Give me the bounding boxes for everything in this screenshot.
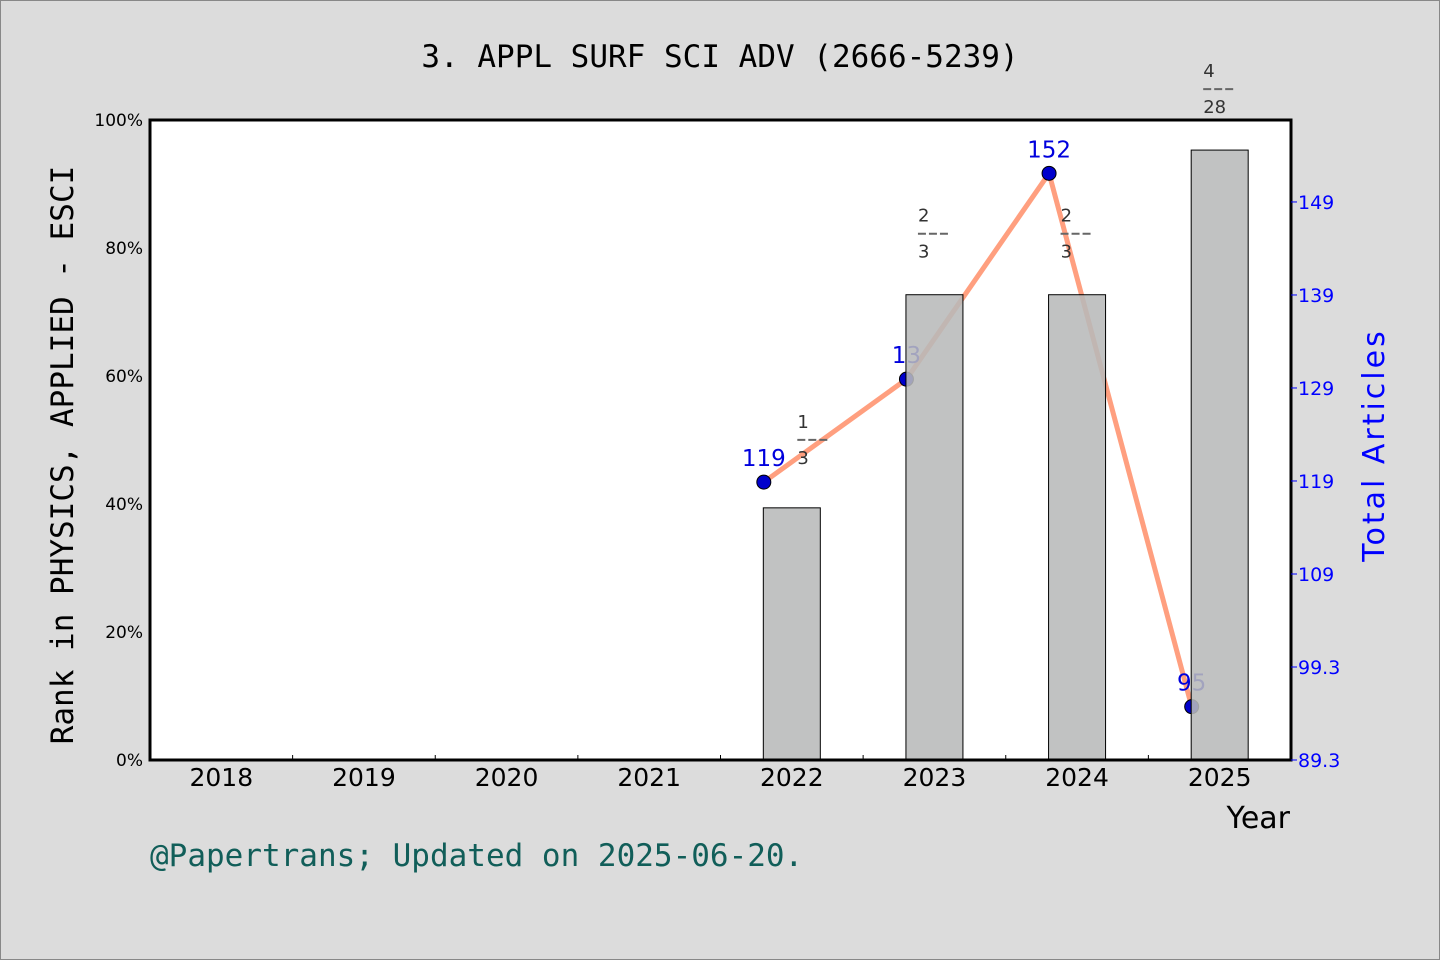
rank-bar [905, 294, 964, 761]
y2-tick-label: 99.3 [1298, 657, 1340, 679]
rank-bar [1048, 294, 1107, 761]
x-tick-label: 2018 [190, 763, 254, 792]
rank-numerator: 1 [797, 412, 808, 433]
x-tick-label: 2023 [903, 763, 967, 792]
chart-title: 3. APPL SURF SCI ADV (2666-5239) [421, 39, 1018, 75]
y-tick-label: 100% [94, 111, 143, 131]
x-tick-label: 2024 [1045, 763, 1109, 792]
rank-denominator: 3 [797, 448, 808, 469]
series-line [762, 167, 1195, 708]
y-tick-label: 80% [105, 239, 143, 259]
rank-bar [1190, 149, 1249, 761]
line-value-label: 152 [1027, 137, 1071, 163]
y2-tick-label: 89.3 [1298, 750, 1340, 772]
rank-denominator: 3 [1061, 242, 1072, 263]
rank-bar [762, 507, 821, 761]
x-tick-label: 2020 [475, 763, 539, 792]
footer-note: @Papertrans; Updated on 2025-06-20. [150, 838, 803, 874]
rank-denominator: 28 [1203, 97, 1226, 118]
y-tick-label: 40% [105, 495, 143, 515]
y2-tick-label: 119 [1298, 471, 1334, 493]
x-tick-label: 2019 [332, 763, 396, 792]
y-tick-label: 60% [105, 367, 143, 387]
line-value-label: 119 [742, 446, 786, 472]
y2-axis-label: Total Articles [1357, 328, 1392, 562]
line-point [1041, 165, 1057, 181]
x-tick-label: 2022 [760, 763, 824, 792]
line-point [756, 474, 772, 490]
y-axis-label: Rank in PHYSICS, APPLIED - ESCI [45, 166, 81, 745]
rank-numerator: 2 [1061, 206, 1072, 227]
rank-denominator: 3 [918, 242, 929, 263]
x-axis-label: Year [1225, 801, 1290, 836]
y-tick-label: 0% [116, 751, 143, 771]
rank-numerator: 4 [1203, 61, 1214, 82]
y2-tick-label: 129 [1298, 378, 1334, 400]
x-tick-label: 2021 [617, 763, 681, 792]
y2-tick-label: 109 [1298, 564, 1334, 586]
x-tick-label: 2025 [1188, 763, 1252, 792]
y2-tick-label: 149 [1298, 192, 1334, 214]
rank-numerator: 2 [918, 206, 929, 227]
y2-tick-label: 139 [1298, 285, 1334, 307]
y-tick-label: 20% [105, 623, 143, 643]
